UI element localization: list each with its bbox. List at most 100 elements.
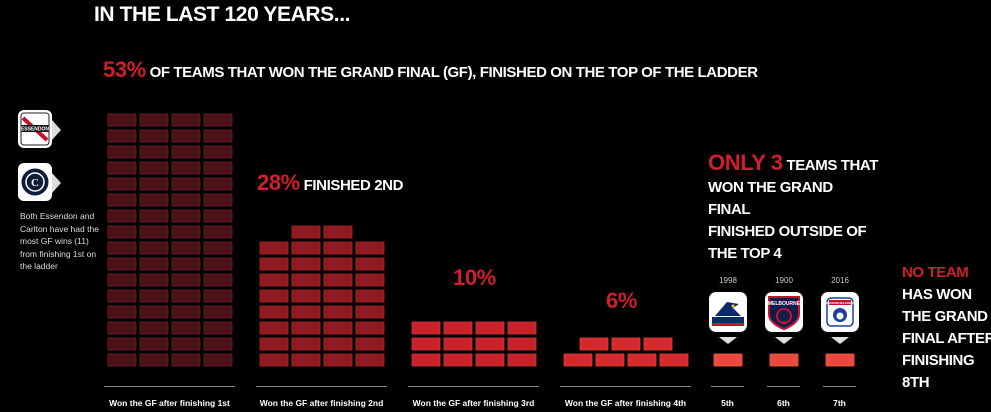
- bar-block-2: [355, 273, 385, 287]
- bar-block-2: [259, 289, 289, 303]
- bar-block-2: [355, 321, 385, 335]
- bulldogs-logo-text: WESTERN BULLDOGS: [826, 301, 855, 305]
- bar-block-2: [323, 353, 353, 367]
- pct-3rd: 10%: [453, 265, 496, 290]
- bar-block-3: [443, 353, 473, 367]
- no-team-line4: FINAL AFTER: [902, 330, 991, 347]
- bar-block-1: [203, 257, 233, 271]
- bar-block-1: [107, 273, 137, 287]
- bar-block-1: [107, 177, 137, 191]
- bar-block-4: [579, 337, 609, 351]
- bar-block-4: [611, 337, 641, 351]
- axis-label-6th: 6th: [777, 398, 790, 408]
- bar-block-2: [291, 289, 321, 303]
- bar-block-2: [323, 321, 353, 335]
- bar-block-2: [355, 353, 385, 367]
- no-team-line3: THE GRAND: [902, 308, 988, 325]
- bar-block-1: [139, 273, 169, 287]
- bar-block-6: [769, 353, 799, 367]
- pointer-down-icon: [719, 337, 737, 344]
- bar-block-2: [355, 257, 385, 271]
- no-team-line5: FINISHING 8TH: [902, 352, 975, 391]
- bar-block-3: [475, 321, 505, 335]
- outside-line3: FINISHED OUTSIDE OF: [708, 223, 867, 240]
- outside-count: ONLY 3: [708, 150, 783, 175]
- axis-line: [711, 386, 744, 387]
- pct-2nd: 28%: [257, 170, 300, 195]
- bar-block-2: [291, 321, 321, 335]
- axis-label-1st: Won the GF after finishing 1st: [109, 398, 230, 408]
- bar-block-1: [139, 225, 169, 239]
- axis-label-3rd: Won the GF after finishing 3rd: [412, 398, 535, 408]
- outside-line2: WON THE GRAND FINAL: [708, 179, 833, 218]
- essendon-badge-label: ESSENDON: [21, 127, 49, 133]
- bar-block-1: [203, 225, 233, 239]
- axis-label-2nd: Won the GF after finishing 2nd: [259, 398, 384, 408]
- melbourne-logo-text: MELBOURNE: [768, 301, 801, 307]
- bar-block-1: [171, 177, 201, 191]
- bar-block-2: [323, 337, 353, 351]
- bar-block-1: [171, 305, 201, 319]
- pointer-icon: [52, 173, 61, 193]
- year-7th: 2016: [831, 276, 849, 285]
- bar-block-1: [107, 289, 137, 303]
- bar-block-2: [323, 273, 353, 287]
- bar-block-1: [171, 161, 201, 175]
- page-title: IN THE LAST 120 YEARS...: [94, 3, 351, 26]
- label-2nd: 28% FINISHED 2ND: [257, 170, 403, 196]
- bar-block-4: [595, 353, 625, 367]
- bar-block-2: [291, 305, 321, 319]
- pct-4th: 6%: [606, 288, 637, 313]
- bar-block-4: [627, 353, 657, 367]
- bar-block-2: [259, 321, 289, 335]
- bar-block-1: [203, 305, 233, 319]
- axis-line: [256, 386, 387, 387]
- bar-block-1: [139, 305, 169, 319]
- bar-block-1: [203, 145, 233, 159]
- bar-block-2: [259, 337, 289, 351]
- bar-block-1: [171, 353, 201, 367]
- bar-block-1: [203, 273, 233, 287]
- bar-block-1: [171, 257, 201, 271]
- axis-line: [408, 386, 539, 387]
- bar-block-1: [139, 321, 169, 335]
- bar-block-1: [139, 353, 169, 367]
- carlton-logo-icon: C: [18, 163, 52, 201]
- bar-block-1: [107, 225, 137, 239]
- bar-block-1: [139, 161, 169, 175]
- bar-block-3: [411, 321, 441, 335]
- bar-block-1: [171, 225, 201, 239]
- bar-block-2: [291, 241, 321, 255]
- bar-block-1: [171, 321, 201, 335]
- bar-block-3: [475, 337, 505, 351]
- bar-block-2: [259, 353, 289, 367]
- bar-block-4: [659, 353, 689, 367]
- bar-block-1: [107, 113, 137, 127]
- axis-label-7th: 7th: [833, 398, 846, 408]
- bar-block-1: [139, 193, 169, 207]
- bar-block-1: [107, 321, 137, 335]
- pointer-down-icon: [831, 337, 849, 344]
- bar-block-1: [139, 177, 169, 191]
- bar-block-3: [475, 353, 505, 367]
- bar-block-2: [291, 257, 321, 271]
- bar-block-1: [171, 193, 201, 207]
- bar-block-1: [139, 289, 169, 303]
- bar-block-1: [139, 113, 169, 127]
- bar-block-5: [713, 353, 743, 367]
- bar-block-3: [507, 337, 537, 351]
- bar-block-4: [563, 353, 593, 367]
- bar-block-3: [443, 321, 473, 335]
- adelaide-crows-logo-icon: [709, 292, 747, 332]
- bar-block-2: [291, 273, 321, 287]
- western-bulldogs-logo-icon: WESTERN BULLDOGS: [821, 292, 859, 332]
- bar-block-1: [139, 257, 169, 271]
- bar-block-1: [107, 193, 137, 207]
- axis-label-5th: 5th: [721, 398, 734, 408]
- bar-block-2: [259, 241, 289, 255]
- bar-block-2: [291, 337, 321, 351]
- bar-block-1: [171, 337, 201, 351]
- year-5th: 1998: [719, 276, 737, 285]
- bar-block-2: [323, 289, 353, 303]
- bar-block-2: [323, 305, 353, 319]
